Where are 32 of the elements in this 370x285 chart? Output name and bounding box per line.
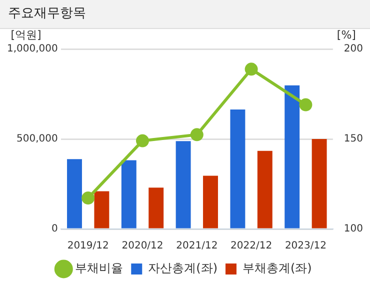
point — [136, 134, 149, 148]
y-tick-label: 500,000 — [16, 134, 58, 145]
bar — [312, 139, 327, 228]
bar — [148, 188, 164, 228]
y-tick-label: 0 — [52, 224, 58, 235]
bar — [203, 176, 218, 228]
y2-tick-label: 200 — [344, 44, 364, 55]
y2-tick-label: 100 — [344, 224, 364, 235]
x-tick-label: 2019/12 — [67, 240, 109, 252]
bar — [121, 160, 136, 228]
point — [82, 192, 95, 205]
y-axis-title: [억원] — [10, 28, 42, 42]
x-tick-label: 2023/12 — [284, 240, 326, 252]
bar — [257, 150, 272, 228]
legend-label: 자산총계(좌) — [148, 261, 218, 276]
bar — [176, 141, 191, 228]
y2-axis-title: [%] — [336, 28, 356, 42]
legend-label: 부채총계(좌) — [242, 261, 312, 276]
legend-label: 부채비율 — [75, 261, 124, 276]
x-tick-label: 2020/12 — [122, 240, 164, 252]
bar — [284, 85, 300, 228]
bar — [67, 159, 82, 228]
chart-title: 주요재무항목 — [0, 0, 370, 29]
point — [244, 62, 258, 76]
bar — [94, 191, 110, 228]
point — [190, 128, 204, 142]
point — [299, 98, 312, 112]
x-tick-label: 2021/12 — [176, 240, 218, 252]
y2-tick-label: 150 — [344, 134, 364, 145]
y-tick-label: 1,000,000 — [6, 44, 58, 55]
bar — [230, 109, 246, 228]
x-tick-label: 2022/12 — [230, 240, 272, 252]
